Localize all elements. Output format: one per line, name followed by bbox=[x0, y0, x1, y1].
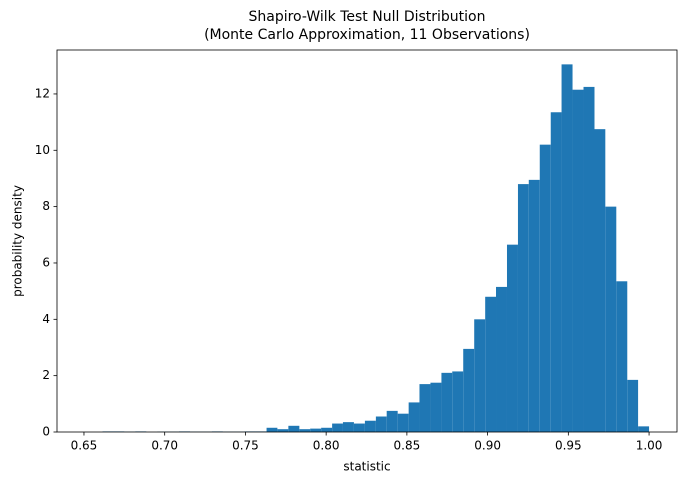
y-axis-label: probability density bbox=[11, 185, 25, 297]
axes-frame bbox=[56, 49, 678, 433]
bar bbox=[321, 427, 333, 432]
bar bbox=[572, 89, 584, 432]
bar bbox=[594, 129, 606, 432]
x-tick-label: 0.95 bbox=[555, 439, 582, 453]
bar bbox=[386, 410, 398, 432]
bar bbox=[496, 286, 507, 432]
bar bbox=[266, 427, 278, 432]
bar bbox=[277, 429, 289, 432]
bar bbox=[561, 64, 573, 433]
y-tick-label: 2 bbox=[42, 368, 50, 382]
x-tick-label: 1.00 bbox=[636, 439, 663, 453]
x-axis-label: statistic bbox=[343, 460, 390, 474]
bar bbox=[605, 206, 617, 432]
bar bbox=[353, 423, 365, 432]
bar bbox=[583, 86, 595, 433]
bar bbox=[364, 420, 376, 432]
bar bbox=[342, 422, 354, 432]
y-tick-label: 10 bbox=[35, 143, 50, 157]
bar bbox=[539, 144, 551, 433]
x-tick-label: 0.80 bbox=[313, 439, 340, 453]
bar bbox=[463, 348, 475, 432]
x-tick-label: 0.90 bbox=[474, 439, 501, 453]
x-tick-label: 0.70 bbox=[151, 439, 178, 453]
x-tick-label: 0.75 bbox=[232, 439, 259, 453]
bar bbox=[517, 184, 529, 432]
chart-subtitle: (Monte Carlo Approximation, 11 Observati… bbox=[204, 27, 530, 43]
bar bbox=[430, 382, 442, 432]
bar bbox=[616, 281, 628, 432]
bar bbox=[288, 425, 300, 432]
bar bbox=[310, 428, 322, 432]
bar bbox=[419, 384, 431, 432]
bar bbox=[375, 416, 387, 432]
bar bbox=[332, 423, 343, 432]
plot-area bbox=[102, 64, 650, 433]
x-tick-label: 0.65 bbox=[71, 439, 98, 453]
bar bbox=[299, 429, 311, 432]
bar bbox=[408, 402, 420, 432]
bar bbox=[528, 179, 540, 432]
bar bbox=[452, 371, 464, 432]
y-tick-label: 0 bbox=[42, 425, 50, 439]
bar bbox=[474, 319, 486, 432]
y-tick-label: 8 bbox=[42, 199, 50, 213]
bar bbox=[485, 296, 497, 432]
y-tick-label: 6 bbox=[42, 255, 50, 269]
bar bbox=[627, 379, 639, 432]
bar bbox=[550, 112, 562, 432]
y-tick-label: 12 bbox=[35, 86, 50, 100]
x-tick-label: 0.85 bbox=[394, 439, 421, 453]
bar bbox=[441, 372, 453, 432]
chart-title: Shapiro-Wilk Test Null Distribution bbox=[248, 9, 485, 25]
bar bbox=[638, 426, 650, 432]
bar bbox=[506, 244, 518, 432]
bar bbox=[397, 413, 409, 432]
y-tick-label: 4 bbox=[42, 312, 50, 326]
